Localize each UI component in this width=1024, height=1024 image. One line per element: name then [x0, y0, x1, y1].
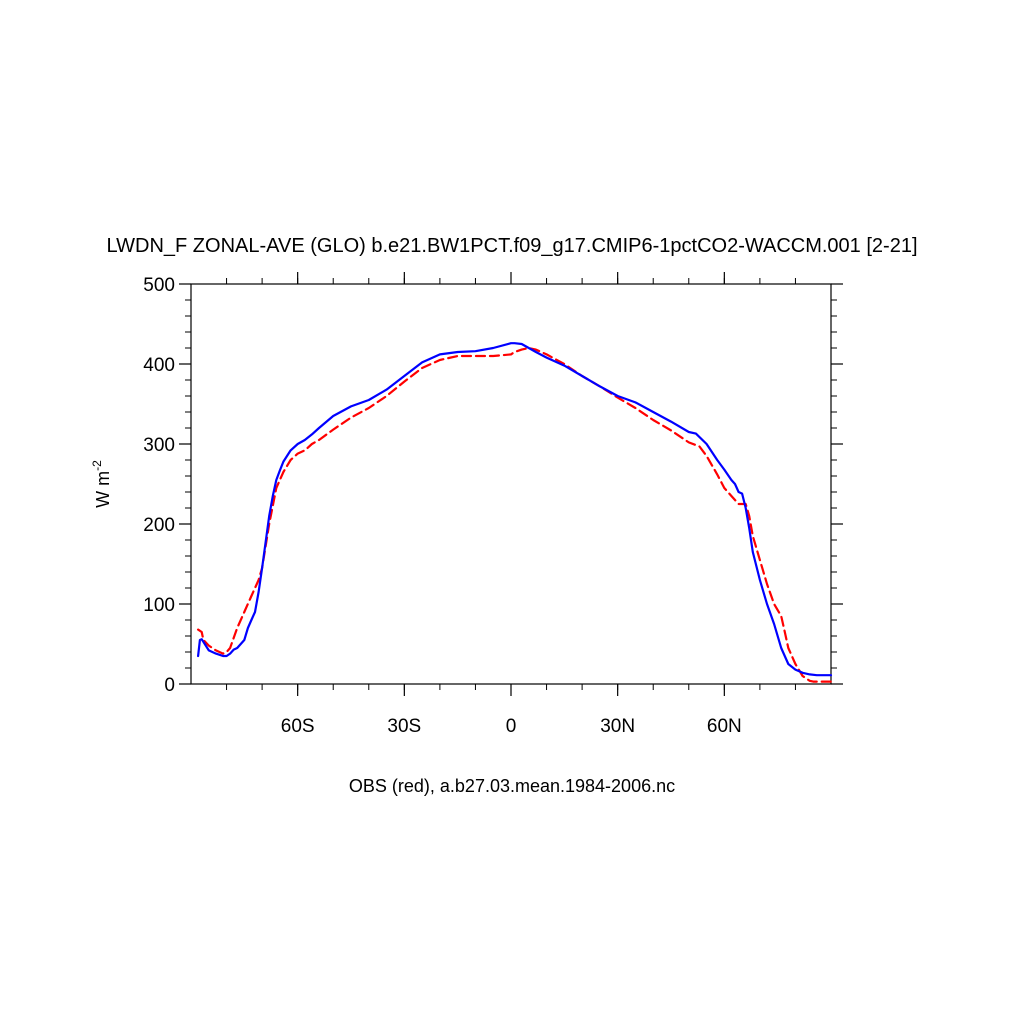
tick-labels: 0 100 200 300 400 500 60S 30S 0 30N 60N: [143, 275, 741, 737]
series-lines: [197, 342, 833, 683]
major-ticks: [179, 272, 843, 696]
x-tick-label: 60N: [707, 716, 742, 737]
y-axis-label: W m-2: [90, 460, 113, 508]
model-series-line: [197, 342, 833, 677]
y-tick-label: 0: [164, 675, 175, 696]
y-tick-label: 100: [143, 595, 175, 616]
x-tick-label: 0: [506, 716, 517, 737]
y-axis-label-main: W m: [93, 471, 113, 508]
obs-series-line: [197, 346, 833, 683]
x-tick-label: 60S: [281, 716, 315, 737]
y-tick-label: 500: [143, 275, 175, 296]
y-tick-label: 200: [143, 515, 175, 536]
y-axis-label-superscript: -2: [90, 460, 104, 471]
minor-ticks: [185, 278, 837, 690]
y-tick-label: 400: [143, 355, 175, 376]
x-tick-label: 30N: [600, 716, 635, 737]
chart-title: LWDN_F ZONAL-AVE (GLO) b.e21.BW1PCT.f09_…: [107, 235, 918, 257]
x-axis-label: OBS (red), a.b27.03.mean.1984-2006.nc: [349, 776, 675, 796]
x-tick-label: 30S: [387, 716, 421, 737]
y-tick-label: 300: [143, 435, 175, 456]
